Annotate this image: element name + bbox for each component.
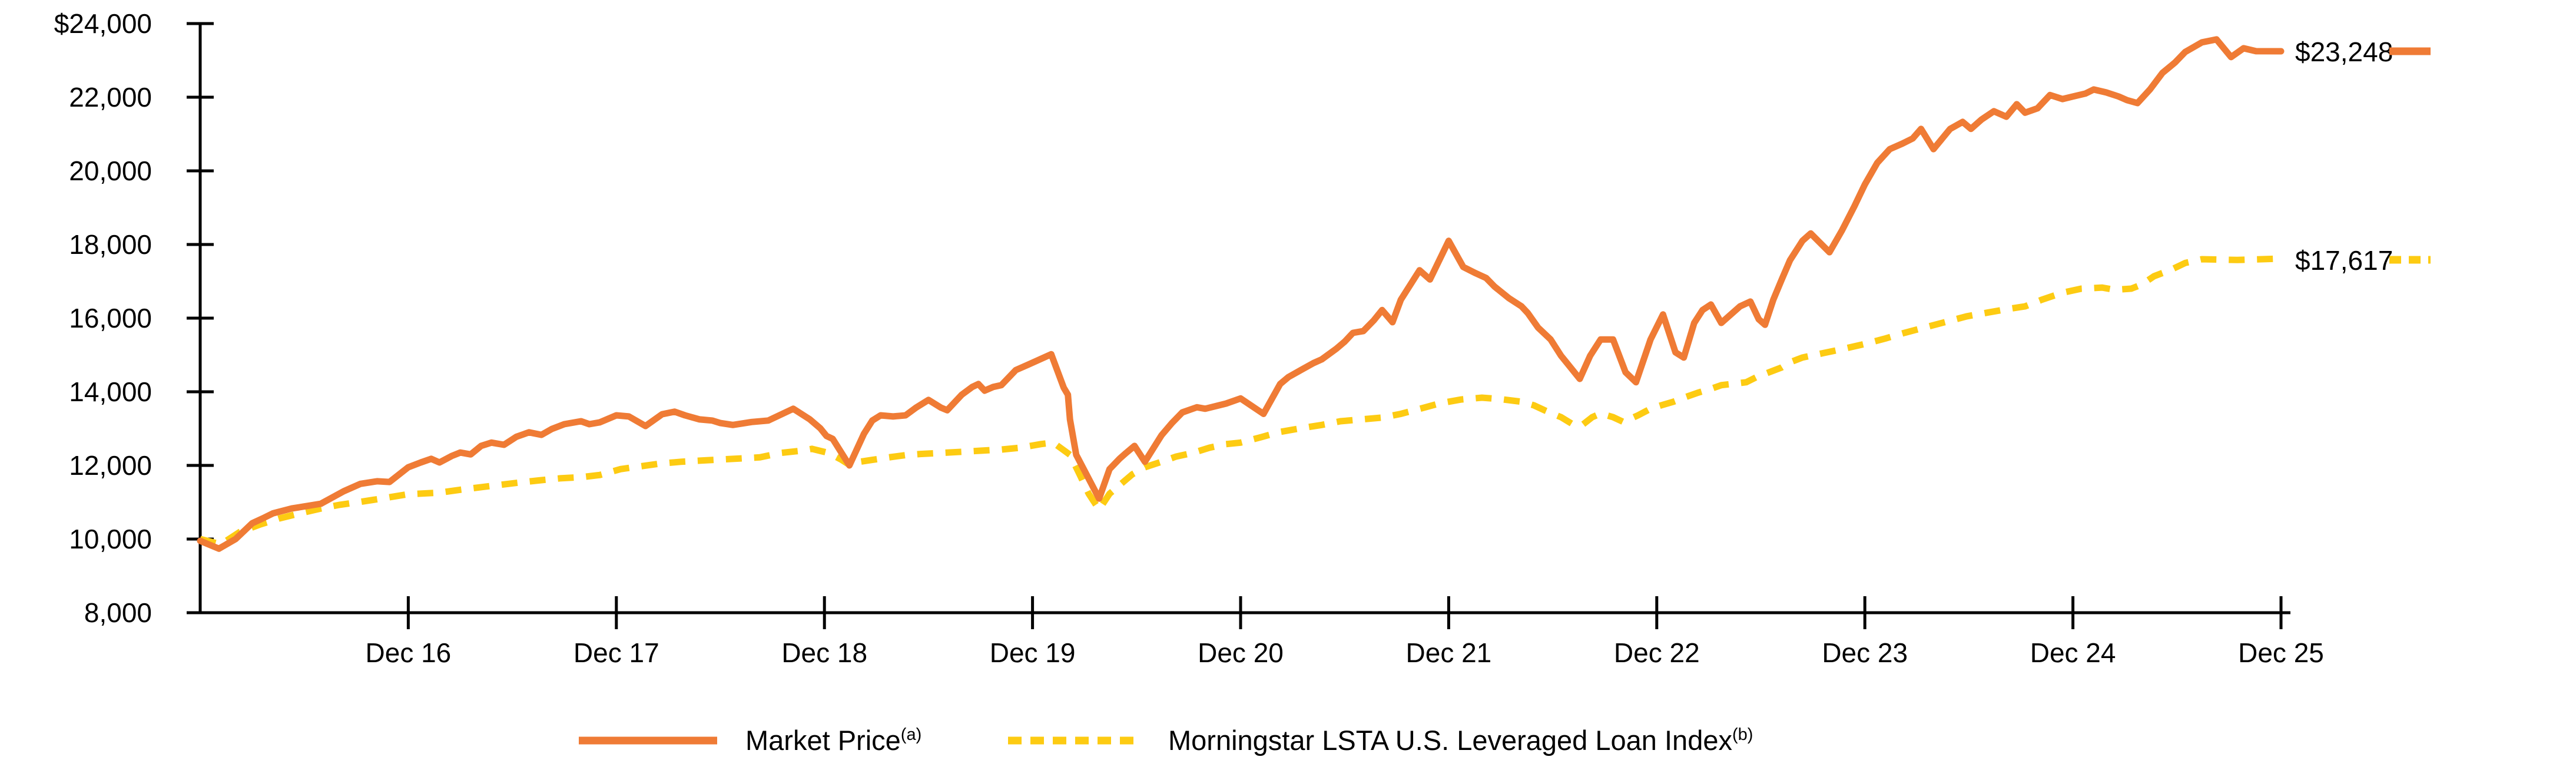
market-price-legend-label: Market Price(a) xyxy=(745,725,921,756)
index-legend-superscript: (b) xyxy=(1732,725,1753,744)
market-price-line xyxy=(197,36,2285,552)
x-tick-label: Dec 23 xyxy=(1822,637,1908,668)
x-tick-label: Dec 24 xyxy=(2030,637,2116,668)
axes xyxy=(198,24,2290,614)
x-axis-labels: Dec 16 Dec 17 Dec 18 Dec 19 Dec 20 Dec 21 Dec … xyxy=(366,637,2324,668)
index-end-label: $17,617 xyxy=(2295,245,2393,276)
x-tick-label: Dec 22 xyxy=(1614,637,1700,668)
legend: Market Price(a) Morningstar LSTA U.S. Le… xyxy=(579,725,1753,756)
x-tick-label: Dec 21 xyxy=(1406,637,1492,668)
y-tick-label: 22,000 xyxy=(69,82,152,113)
index-end-label-group: $17,617 xyxy=(2295,245,2431,276)
y-axis-labels: $24,000 22,000 20,000 18,000 16,000 14,000 12,… xyxy=(54,8,152,628)
index-line xyxy=(199,255,2282,548)
y-tick-label: 14,000 xyxy=(69,376,152,407)
y-tick-label: $24,000 xyxy=(54,8,152,39)
x-tick-label: Dec 16 xyxy=(366,637,452,668)
x-tick-label: Dec 19 xyxy=(990,637,1076,668)
market-price-legend-superscript: (a) xyxy=(901,725,921,744)
x-tick-label: Dec 25 xyxy=(2238,637,2324,668)
market-price-legend-text: Market Price xyxy=(745,725,901,756)
x-axis-ticks xyxy=(406,596,2283,629)
x-tick-label: Dec 17 xyxy=(573,637,659,668)
y-tick-label: 10,000 xyxy=(69,524,152,554)
market-price-end-label-group: $23,248 xyxy=(2295,37,2431,67)
x-tick-label: Dec 20 xyxy=(1198,637,1284,668)
y-tick-label: 16,000 xyxy=(69,303,152,333)
index-legend-label: Morningstar LSTA U.S. Leveraged Loan Ind… xyxy=(1168,725,1753,756)
y-tick-label: 20,000 xyxy=(69,156,152,186)
market-price-end-label: $23,248 xyxy=(2295,37,2393,67)
y-tick-label: 18,000 xyxy=(69,229,152,260)
index-legend-text: Morningstar LSTA U.S. Leveraged Loan Ind… xyxy=(1168,725,1732,756)
y-tick-label: 8,000 xyxy=(84,597,152,628)
y-tick-label: 12,000 xyxy=(69,450,152,481)
x-tick-label: Dec 18 xyxy=(781,637,867,668)
